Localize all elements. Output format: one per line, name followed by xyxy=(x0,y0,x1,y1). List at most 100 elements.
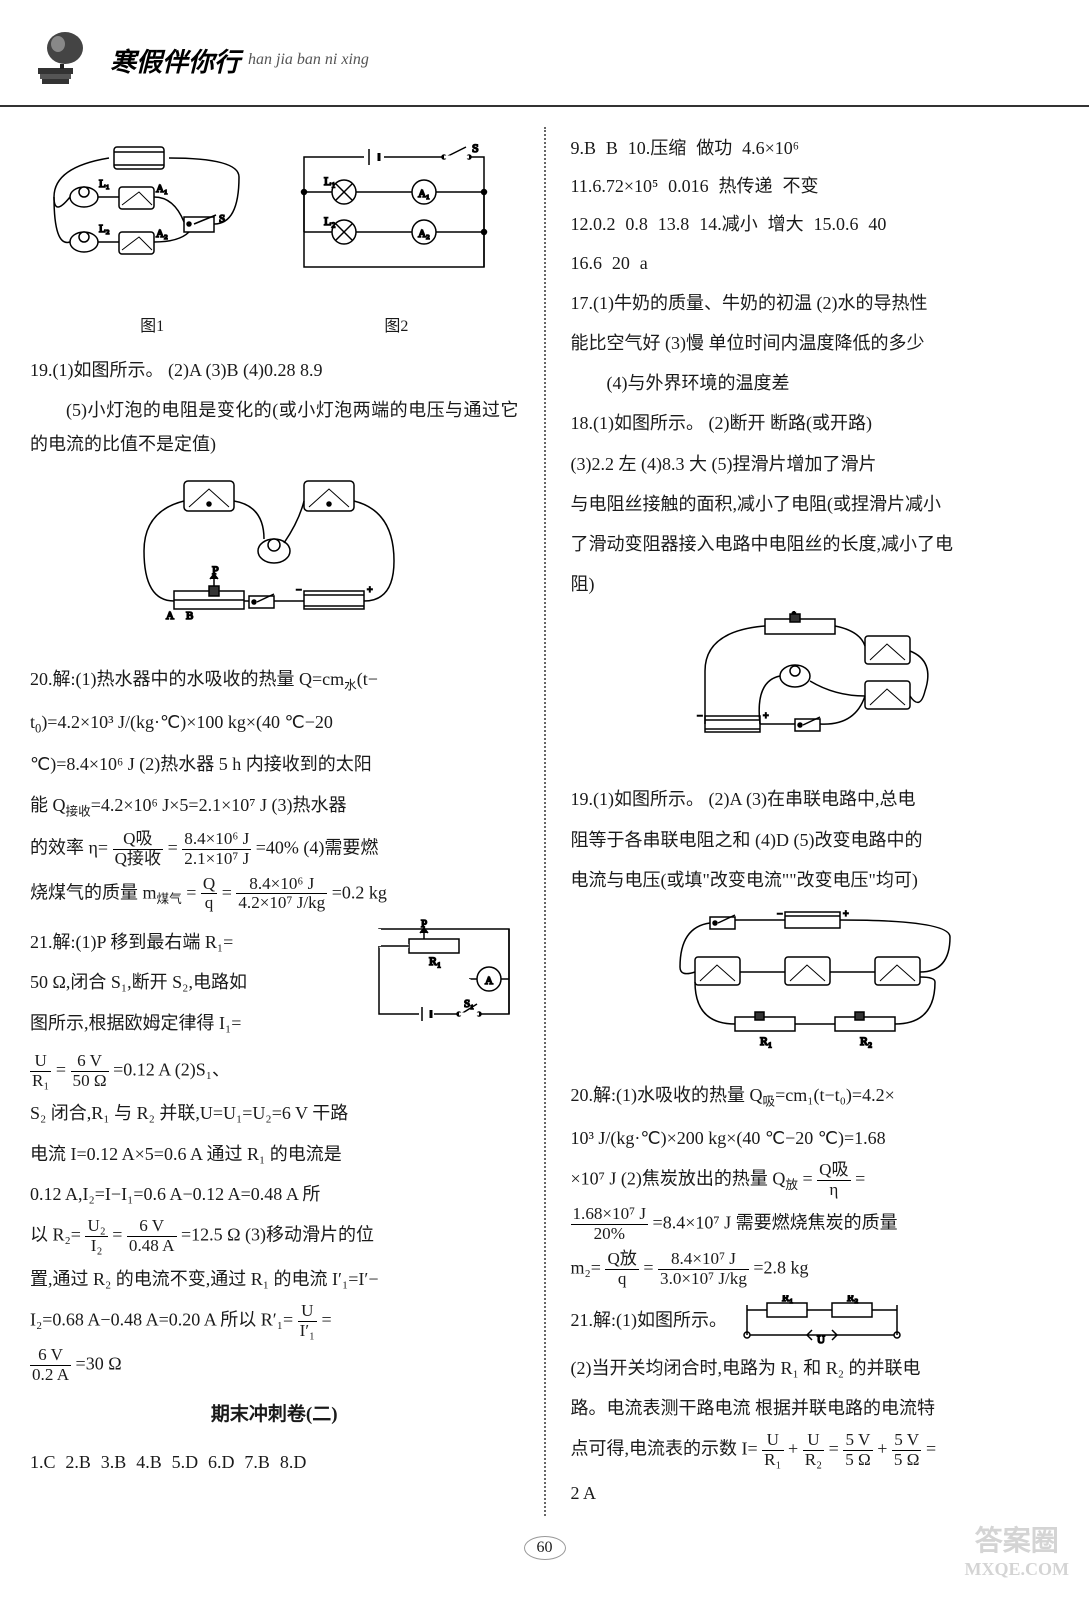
r-row4: 16.6 20 a xyxy=(571,246,1060,280)
q20-l6: 烧煤气的质量 m煤气 = Qq = 8.4×10⁶ J4.2×10⁷ J/kg … xyxy=(30,875,519,914)
r-q21-l3: 路。电流表测干路电流 根据并联电路的电流特 xyxy=(571,1391,1060,1425)
svg-text:R₁: R₁ xyxy=(782,1295,793,1304)
watermark-l1: 答案圈 xyxy=(965,1519,1069,1559)
r-q18-l1: 18.(1)如图所示。 (2)断开 断路(或开路) xyxy=(571,406,1060,440)
svg-text:L₂: L₂ xyxy=(324,214,336,228)
content-area: L₁ A₁ L₂ A₂ S xyxy=(0,127,1089,1516)
svg-text:−: − xyxy=(697,711,703,722)
r-q21-l5: 2 A xyxy=(571,1476,1060,1510)
q21-l7: 0.12 A,I₂=I−I₁=0.6 A−0.12 A=0.48 A 所 xyxy=(30,1177,519,1211)
r-q19-l2: 阻等于各串联电阻之和 (4)D (5)改变电路中的 xyxy=(571,823,1060,857)
q21-f2n: 6 V xyxy=(71,1052,109,1072)
r-q21-p1: + xyxy=(788,1438,798,1458)
answer-row-1-8: 1.C 2.B 3.B 4.B 5.D 6.D 7.B 8.D xyxy=(30,1445,519,1479)
q20-l5a: 的效率 η= xyxy=(30,837,108,857)
r-q21-f1n: U xyxy=(762,1431,783,1451)
q21-f1n: U xyxy=(30,1052,51,1072)
r-q20-l3c: = xyxy=(855,1168,865,1188)
q20-l6d: =0.2 kg xyxy=(332,882,387,902)
svg-text:−: − xyxy=(296,585,302,596)
r-q21-f2n: U xyxy=(803,1431,824,1451)
q20-text: 20.解:(1)热水器中的水吸收的热量 Q=cm水(t− xyxy=(30,662,519,699)
svg-text:S₁: S₁ xyxy=(464,998,474,1010)
r-row1: 9.B B 10.压缩 做功 4.6×10⁶ xyxy=(571,131,1060,165)
svg-text:P: P xyxy=(421,919,427,930)
q21-l4: UR₁ = 6 V50 Ω =0.12 A (2)S₁、 xyxy=(30,1052,519,1091)
svg-text:+: + xyxy=(843,909,849,920)
q20-l4b: =4.2×10⁶ J×5=2.1×10⁷ J (3)热水器 xyxy=(91,795,347,815)
r-q21-f4n: 5 V xyxy=(892,1431,922,1451)
q20-l5c: =40% (4)需要燃 xyxy=(256,837,379,857)
column-divider xyxy=(544,127,546,1516)
page-number-container: 60 xyxy=(0,1536,1089,1560)
r-q21-l4a: 点可得,电流表的示数 I= xyxy=(571,1438,758,1458)
q21-f3n: U₂ xyxy=(85,1217,107,1237)
r-q21-f3d: 5 Ω xyxy=(843,1451,873,1470)
r-q20-f3n: Q放 xyxy=(605,1250,638,1270)
r-q20-l1a: 20.解:(1)水吸收的热量 Q xyxy=(571,1085,763,1105)
r-q19-l1: 19.(1)如图所示。 (2)A (3)在串联电路中,总电 xyxy=(571,782,1060,816)
q21-l10b: = xyxy=(322,1309,332,1329)
r-q21-l1t: 21.解:(1)如图所示。 xyxy=(571,1303,728,1337)
r-q18-l5: 阻) xyxy=(571,567,1060,601)
r-q21-eq: = xyxy=(829,1438,839,1458)
q21-l5: S₂ 闭合,R₁ 与 R₂ 并联,U=U₁=U₂=6 V 干路 xyxy=(30,1096,519,1130)
r-q21-circuit-icon: R₁ R₂ U xyxy=(737,1295,907,1345)
svg-text:L₁: L₁ xyxy=(324,174,336,188)
svg-text:R₂: R₂ xyxy=(860,1034,872,1048)
r-q17-l3: (4)与外界环境的温度差 xyxy=(571,366,1060,400)
q20-l4a: 能 Q xyxy=(30,795,66,815)
r-q20-l3a: ×10⁷ J (2)焦炭放出的热量 Q xyxy=(571,1168,786,1188)
q20-l4: 能 Q接收=4.2×10⁶ J×5=2.1×10⁷ J (3)热水器 xyxy=(30,788,519,825)
svg-text:A: A xyxy=(166,610,174,622)
q21-f6d: 0.2 A xyxy=(30,1366,71,1385)
r-q20-l5a: m₂= xyxy=(571,1258,601,1278)
svg-text:−: − xyxy=(777,909,783,920)
r-q18-l3: 与电阻丝接触的面积,减小了电阻(或捏滑片减小 xyxy=(571,487,1060,521)
r-q21-l2: (2)当开关均闭合时,电路为 R₁ 和 R₂ 的并联电 xyxy=(571,1351,1060,1385)
q19-circuit-figure: P A B − + xyxy=(30,471,519,652)
r-q20-l2: 10³ J/(kg·℃)×200 kg×(40 ℃−20 ℃)=1.68 xyxy=(571,1121,1060,1155)
q19-line1: 19.(1)如图所示。 (2)A (3)B (4)0.28 8.9 xyxy=(30,353,519,387)
q20-l4s: 接收 xyxy=(66,804,91,818)
watermark-l2: MXQE.COM xyxy=(965,1559,1069,1580)
svg-text:A: A xyxy=(485,975,493,987)
r-q21-p2: + xyxy=(877,1438,887,1458)
r-q19-l3: 电流与电压(或填"改变电流""改变电压"均可) xyxy=(571,863,1060,897)
q20-f3d: q xyxy=(201,894,217,913)
r-q20-l1: 20.解:(1)水吸收的热量 Q吸=cm₁(t−t₀)=4.2× xyxy=(571,1078,1060,1115)
q21-f6n: 6 V xyxy=(30,1346,71,1366)
q20-f1d: Q接收 xyxy=(113,850,164,869)
svg-text:U: U xyxy=(817,1334,825,1345)
r-q20-l5c: =2.8 kg xyxy=(753,1258,808,1278)
q21-f5d: I′₁ xyxy=(298,1322,317,1341)
r-q20-f2d: 20% xyxy=(571,1225,649,1244)
q20-c1: (t− xyxy=(357,669,378,689)
svg-text:A₂: A₂ xyxy=(156,228,168,240)
r-q18-figure: P − + xyxy=(571,611,1060,772)
r-q17-l1: 17.(1)牛奶的质量、牛奶的初温 (2)水的导热性 xyxy=(571,286,1060,320)
header-logo-icon xyxy=(30,30,100,90)
fig2-caption: 图2 xyxy=(384,312,408,342)
q20-l6a: 烧煤气的质量 m xyxy=(30,882,157,902)
svg-text:L₂: L₂ xyxy=(99,223,110,235)
r-row2: 11.6.72×10⁵ 0.016 热传递 不变 xyxy=(571,169,1060,203)
q19-line2: (5)小灯泡的电阻是变化的(或小灯泡两端的电压与通过它的电流的比值不是定值) xyxy=(30,393,519,461)
q20-f3n: Q xyxy=(201,875,217,895)
r-q18-l4: 了滑动变阻器接入电路中电阻丝的长度,减小了电 xyxy=(571,527,1060,561)
r-q20-f4d: 3.0×10⁷ J/kg xyxy=(658,1270,749,1289)
q21-l1: 21.解:(1)P 移到最右端 R₁= xyxy=(30,925,359,959)
q20-l2: t0)=4.2×10³ J/(kg·℃)×100 kg×(40 ℃−20 xyxy=(30,705,519,742)
svg-text:R₁: R₁ xyxy=(760,1034,772,1048)
q21-l11: 6 V0.2 A =30 Ω xyxy=(30,1346,519,1385)
r-q21-eq2: = xyxy=(926,1438,936,1458)
r-q20-l4: 1.68×10⁷ J20% =8.4×10⁷ J 需要燃烧焦炭的质量 xyxy=(571,1205,1060,1244)
svg-text:A₂: A₂ xyxy=(418,228,430,240)
r-q21-f2d: R₂ xyxy=(803,1451,824,1470)
r-q18-l2: (3)2.2 左 (4)8.3 大 (5)捏滑片增加了滑片 xyxy=(571,447,1060,481)
q21-l8a: 以 R₂= xyxy=(30,1224,81,1244)
r-q19-figure: − + R₁ R₂ xyxy=(571,907,1060,1068)
q21-l4t: =0.12 A (2)S₁、 xyxy=(113,1059,230,1079)
q21-l10a: I₂=0.68 A−0.48 A=0.20 A 所以 R′₁= xyxy=(30,1309,293,1329)
q21-l3: 图所示,根据欧姆定律得 I₁= xyxy=(30,1006,359,1040)
